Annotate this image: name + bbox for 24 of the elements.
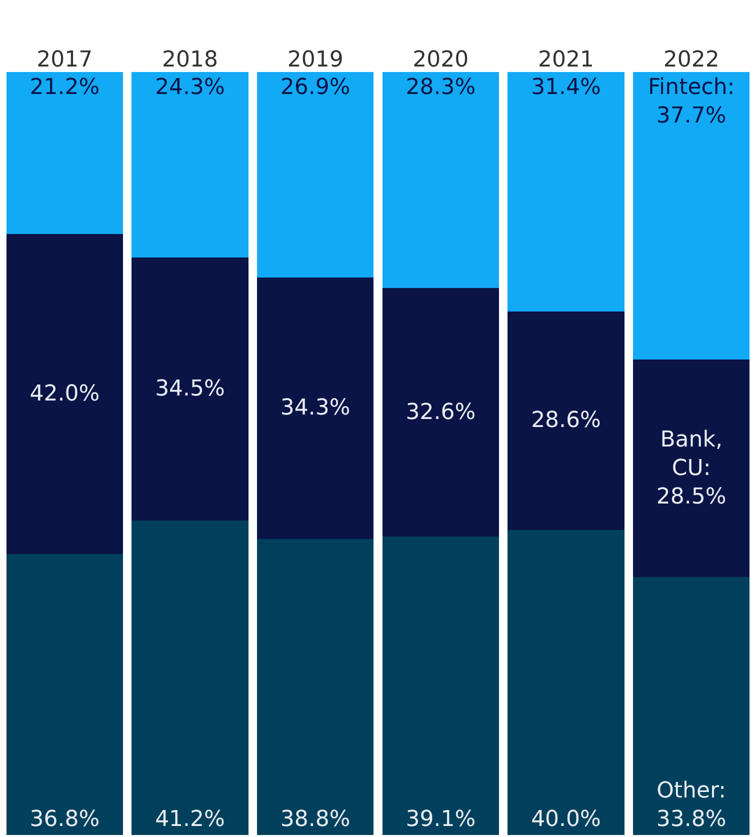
data-label: 31.4% <box>531 75 601 100</box>
data-label: 32.6% <box>406 400 476 425</box>
x-tick-label: 2021 <box>538 48 594 73</box>
data-label: 24.3% <box>155 75 225 100</box>
x-tick-label: 2019 <box>287 48 344 73</box>
x-tick-label: 2022 <box>663 48 720 73</box>
data-label: Fintech: 37.7% <box>648 75 735 129</box>
data-label: 28.6% <box>531 408 601 434</box>
data-label: 36.8% <box>30 807 100 832</box>
x-tick-label: 2020 <box>412 48 469 73</box>
x-tick-label: 2018 <box>162 48 218 73</box>
data-label: 38.8% <box>280 807 350 832</box>
data-label: 21.2% <box>30 75 100 100</box>
data-label: 34.3% <box>280 396 350 421</box>
data-label: Bank, CU: 28.5% <box>656 427 726 510</box>
data-label: 34.5% <box>155 376 225 402</box>
data-label: Other: 33.8% <box>656 778 726 832</box>
data-label: 41.2% <box>155 807 225 832</box>
data-label: 40.0% <box>531 807 601 832</box>
data-label: 26.9% <box>280 75 350 100</box>
data-label: 28.3% <box>406 75 476 100</box>
x-tick-label: 2017 <box>36 48 93 73</box>
data-label: 39.1% <box>406 807 476 832</box>
data-label: 42.0% <box>30 381 100 406</box>
